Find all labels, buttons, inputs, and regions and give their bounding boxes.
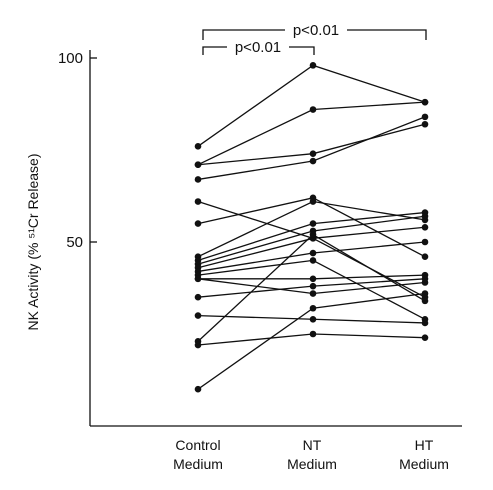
x-label-nt-line1: NT: [303, 437, 322, 453]
data-point-19-1: [194, 385, 202, 393]
subject-line-1: [197, 64, 426, 147]
y-tick-label-50: 50: [66, 234, 83, 251]
data-point-3-3: [421, 120, 429, 128]
y-axis-title: NK Activity (% ⁵¹Cr Release): [25, 154, 41, 331]
sig-label-bg-control-ht: [285, 20, 347, 40]
data-point-4-3: [421, 113, 429, 121]
data-point-6-1: [194, 220, 202, 227]
data-point-3-1: [194, 161, 202, 169]
data-point-7-2: [309, 198, 317, 205]
x-label-control-line1: Control: [175, 437, 220, 453]
data-point-18-3: [421, 334, 429, 341]
data-point-16-2: [309, 315, 317, 323]
sig-label-control-ht: p<0.01: [293, 22, 339, 39]
data-point-15-2: [309, 282, 317, 290]
data-point-16-3: [421, 319, 429, 327]
x-label-nt-line2: Medium: [287, 456, 337, 472]
data-point-2-3: [421, 98, 429, 106]
data-point-8-2: [309, 220, 317, 227]
data-point-19-3: [421, 290, 429, 297]
data-point-1-1: [194, 143, 202, 150]
x-label-ht-line2: Medium: [399, 456, 449, 472]
subject-line-6: [197, 197, 426, 258]
data-point-14-1: [194, 275, 202, 283]
data-point-9-3: [421, 212, 429, 220]
data-point-17-3: [421, 297, 429, 305]
data-point-14-2: [309, 290, 317, 297]
data-point-2-2: [309, 106, 317, 113]
data-point-1-2: [309, 62, 317, 69]
data-point-13-2: [309, 275, 317, 283]
data-point-18-2: [309, 330, 317, 338]
sig-label-bg-control-nt: [227, 37, 289, 57]
data-point-6-3: [421, 253, 429, 261]
data-point-3-2: [309, 150, 317, 157]
subject-line-11: [197, 241, 426, 273]
data-point-4-2: [309, 157, 317, 165]
data-point-11-3: [421, 238, 429, 246]
data-point-18-1: [194, 341, 202, 349]
data-point-5-1: [194, 198, 202, 205]
data-point-17-2: [309, 231, 317, 238]
data-point-15-3: [421, 275, 429, 283]
data-point-19-2: [309, 304, 317, 312]
data-point-12-2: [309, 257, 317, 264]
series-layer: [194, 62, 429, 393]
y-tick-label-100: 100: [58, 50, 83, 67]
data-point-15-1: [194, 293, 202, 301]
data-point-11-2: [309, 249, 317, 257]
x-label-ht-line1: HT: [415, 437, 434, 453]
data-point-16-1: [194, 312, 202, 319]
sig-label-control-nt: p<0.01: [235, 39, 281, 56]
data-point-4-1: [194, 176, 202, 183]
x-label-control-line2: Medium: [173, 456, 223, 472]
data-point-10-3: [421, 223, 429, 231]
